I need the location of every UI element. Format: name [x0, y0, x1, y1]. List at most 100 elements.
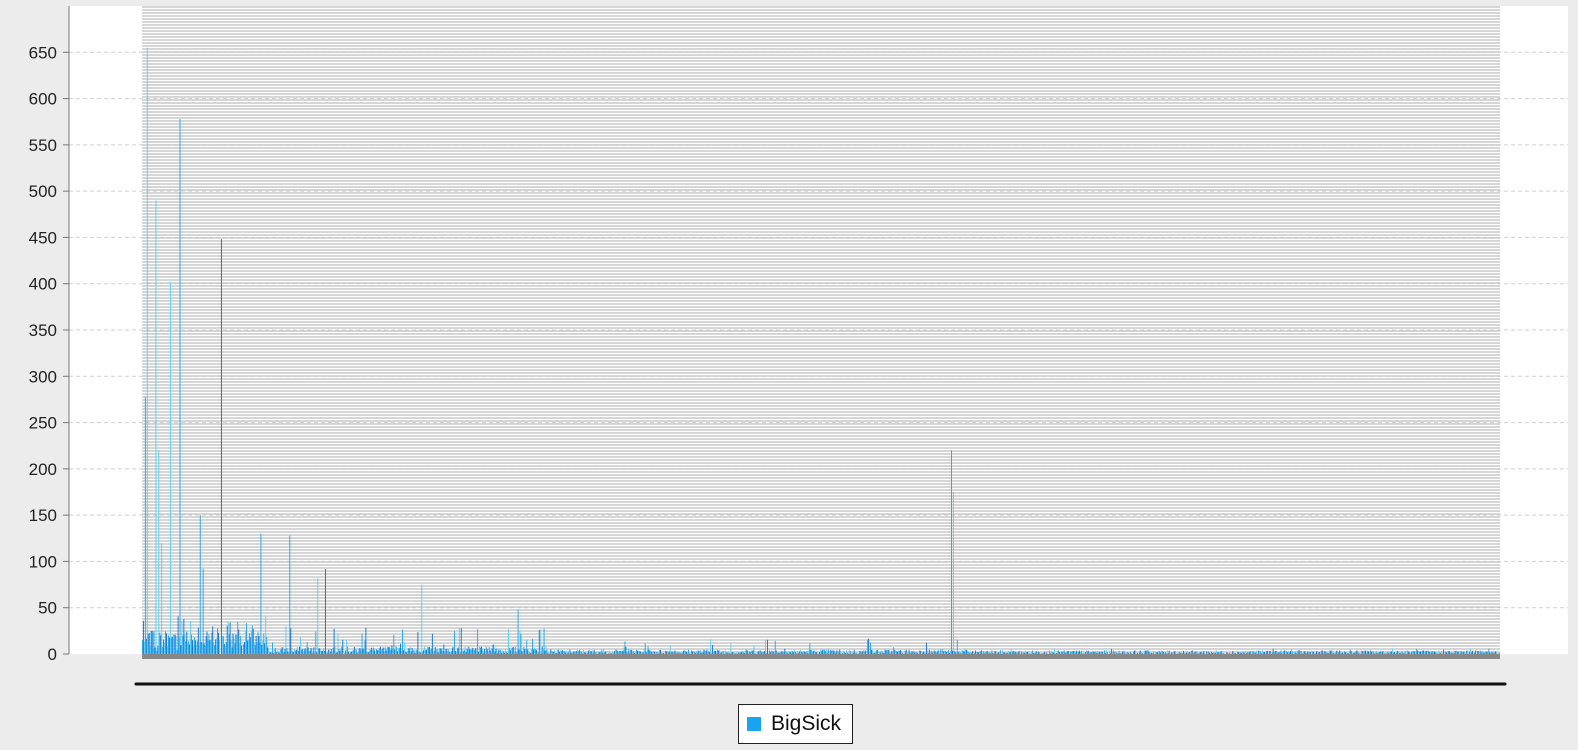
bar [617, 652, 619, 654]
bar [759, 650, 761, 654]
bar [1279, 652, 1281, 654]
bar [1220, 651, 1222, 654]
bar [215, 639, 217, 654]
bar [404, 651, 406, 654]
bar [173, 635, 175, 654]
bar [351, 651, 352, 654]
bar [1462, 652, 1464, 654]
bar [237, 621, 239, 654]
bar [880, 650, 882, 654]
bar [1164, 652, 1166, 654]
bar [828, 653, 830, 654]
bar [1317, 652, 1319, 654]
bar [911, 651, 913, 654]
bar [1274, 651, 1276, 654]
bar [553, 651, 555, 654]
bar [1115, 652, 1117, 654]
bar [352, 650, 354, 654]
bar [212, 626, 214, 654]
bar [1338, 652, 1340, 654]
bar [899, 650, 901, 654]
bar [1006, 652, 1008, 654]
bar [840, 651, 842, 654]
bar [1479, 650, 1481, 654]
bar [1406, 650, 1408, 654]
bar [1165, 653, 1167, 654]
bar [1429, 651, 1431, 654]
bar [476, 650, 478, 654]
bar [1281, 653, 1283, 654]
bar [815, 651, 817, 654]
bar [1162, 652, 1164, 654]
bar [400, 643, 402, 654]
bar [478, 651, 480, 654]
bar [819, 651, 820, 654]
y-tick-label: 100 [29, 552, 57, 571]
bar [241, 645, 243, 654]
bar [1422, 650, 1424, 654]
bar [1212, 652, 1213, 654]
bar [589, 651, 591, 654]
bar [1420, 651, 1421, 654]
bar [1312, 651, 1314, 654]
bar [347, 646, 349, 654]
bar [997, 652, 999, 654]
bar [842, 653, 844, 654]
bar [1192, 652, 1194, 654]
bar [1207, 651, 1209, 654]
bar [1031, 650, 1033, 654]
bar [712, 644, 714, 654]
bar [894, 650, 896, 654]
bar [1350, 651, 1352, 654]
bar [222, 636, 224, 654]
bar [1407, 650, 1409, 654]
bar [887, 650, 889, 654]
bar [588, 649, 590, 654]
bar [248, 633, 250, 654]
bar [787, 653, 789, 654]
bar [1345, 652, 1347, 654]
bar [1053, 652, 1055, 654]
bar [265, 616, 267, 654]
bar [432, 652, 434, 654]
bar [1474, 652, 1475, 654]
bar [473, 649, 475, 654]
bar [1128, 653, 1130, 654]
bar [419, 651, 421, 654]
bar [795, 653, 797, 654]
bar [1480, 652, 1482, 654]
bar [324, 650, 325, 654]
bar [1379, 651, 1381, 654]
bar [1360, 653, 1362, 654]
bar [766, 653, 767, 654]
bar [782, 652, 784, 654]
bar [433, 650, 435, 654]
bar [1159, 651, 1160, 654]
bar [1427, 650, 1429, 654]
bar [1003, 652, 1005, 654]
bar [1139, 650, 1141, 654]
bar [1155, 651, 1157, 654]
bar [203, 643, 205, 654]
bar [209, 640, 211, 654]
bar [403, 650, 404, 654]
bar [808, 650, 810, 654]
bar [688, 649, 689, 654]
bar [706, 649, 708, 654]
bar [194, 637, 195, 654]
bar [690, 650, 692, 654]
bar [1331, 650, 1333, 654]
bar [1315, 653, 1316, 654]
bar [975, 650, 976, 654]
bar [457, 647, 459, 654]
bar [455, 651, 456, 654]
bar [1423, 651, 1425, 654]
bar [575, 652, 577, 654]
bar [447, 650, 449, 654]
bar [309, 650, 311, 654]
bar [376, 649, 377, 654]
bar [291, 647, 293, 654]
bar [1286, 651, 1288, 654]
bar [978, 652, 980, 654]
